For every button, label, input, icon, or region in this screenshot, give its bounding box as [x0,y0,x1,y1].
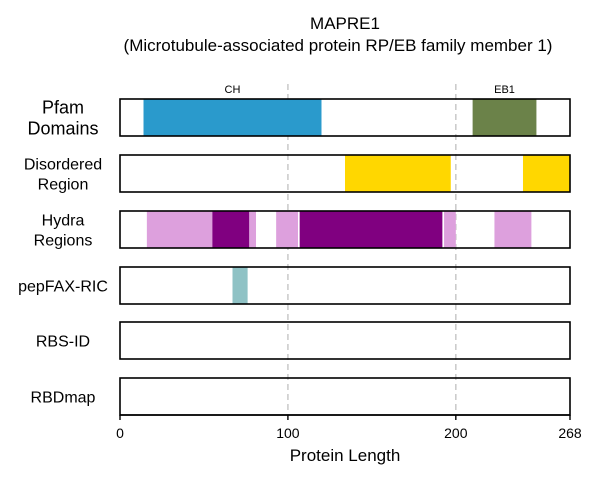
domain-segment [299,211,443,248]
x-axis: 0 100 200 268 Protein Length [116,414,582,465]
x-tick-label: 100 [276,425,300,441]
domain-segment [494,211,532,248]
chart-title-line2: (Microtubule-associated protein RP/EB fa… [124,36,553,55]
track-label: RBDmap [31,389,96,406]
track: pepFAX-RIC [18,266,571,305]
segment-label: EB1 [494,84,515,96]
track-label: Hydra [42,212,85,229]
track: Disordered Region [24,154,571,193]
domain-segment [212,211,250,248]
track-border [119,154,571,193]
x-tick-label: 268 [558,425,582,441]
track-border [119,266,571,305]
track-border [119,377,571,416]
x-axis-label: Protein Length [290,446,401,465]
track-label: Domains [27,118,98,138]
domain-segment [522,155,570,192]
domain-segment [444,211,456,248]
track-label: Regions [34,232,93,249]
track-border [119,210,571,249]
domain-segment [345,155,451,192]
domain-segment [472,99,537,136]
domain-segment [143,99,322,136]
domain-segment [232,267,248,304]
track: RBDmap [31,377,571,416]
domain-segment [276,211,298,248]
segment-label: CH [225,84,241,96]
chart-title-line1: MAPRE1 [310,14,380,33]
track-label: Disordered [24,156,102,173]
track-label: Pfam [42,97,84,117]
domain-segment [249,211,257,248]
track-label: pepFAX-RIC [18,278,108,295]
track-label: RBS-ID [36,333,90,350]
track: Hydra Regions [34,210,571,249]
track: RBS-ID [36,321,571,360]
track-border [119,98,571,137]
x-tick-label: 0 [116,425,124,441]
track-label: Region [38,176,89,193]
domain-segment [146,211,213,248]
reference-lines [287,84,457,416]
track-border [119,321,571,360]
x-tick-label: 200 [444,425,468,441]
